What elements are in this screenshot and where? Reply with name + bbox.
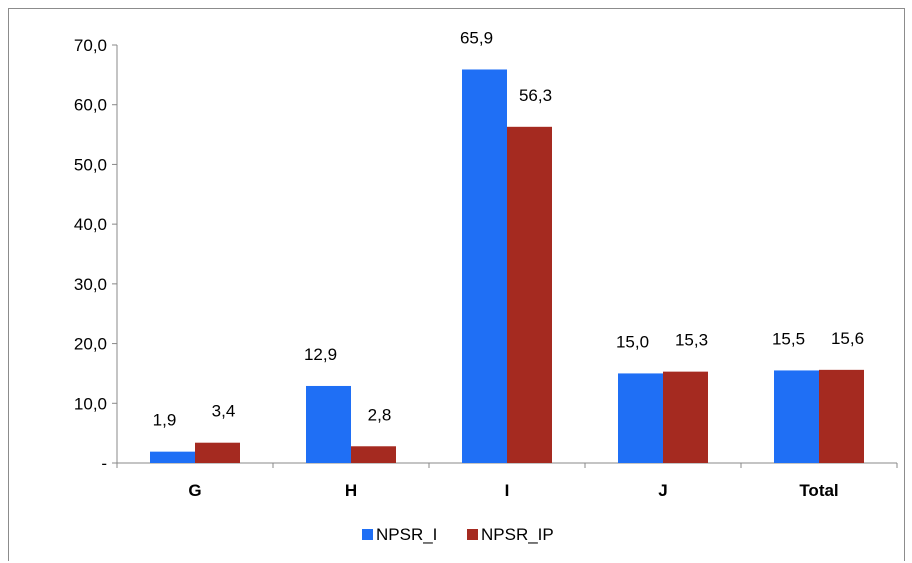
y-tick-label: - [101, 454, 107, 473]
axes: - 10,0 20,0 30,0 40,0 50,0 60,0 70,0 G H I J Total [74, 36, 898, 500]
x-tick-label: G [188, 481, 201, 500]
bars [150, 69, 864, 464]
bar [663, 371, 708, 463]
data-label: 15,5 [772, 329, 805, 348]
y-tick-label: 20,0 [74, 335, 107, 354]
legend-swatch [362, 529, 373, 540]
x-tick-label: Total [799, 481, 838, 500]
y-tick-label: 50,0 [74, 155, 107, 174]
data-label: 3,4 [212, 402, 236, 421]
y-tick-label: 10,0 [74, 394, 107, 413]
bar [150, 451, 195, 463]
data-label: 15,6 [831, 329, 864, 348]
legend-swatch [467, 529, 478, 540]
bar [774, 370, 819, 463]
y-tick-label: 30,0 [74, 275, 107, 294]
bar [195, 442, 240, 463]
bar [462, 69, 507, 464]
bar [507, 126, 552, 464]
y-tick-label: 60,0 [74, 96, 107, 115]
legend: NPSR_I NPSR_IP [362, 525, 554, 544]
legend-label: NPSR_IP [481, 525, 554, 544]
data-label: 56,3 [519, 86, 552, 105]
bar [351, 446, 396, 463]
data-label: 12,9 [304, 345, 337, 364]
legend-label: NPSR_I [376, 525, 437, 544]
data-label: 2,8 [368, 405, 392, 424]
y-tick-label: 40,0 [74, 215, 107, 234]
x-tick-label: H [345, 481, 357, 500]
y-tick-label: 70,0 [74, 36, 107, 55]
data-label: 1,9 [153, 411, 177, 430]
x-tick-label: I [505, 481, 510, 500]
data-label: 15,3 [675, 331, 708, 350]
bar [618, 373, 663, 463]
data-label: 15,0 [616, 332, 649, 351]
data-label: 65,9 [460, 28, 493, 47]
data-labels: 1,9 3,4 12,9 2,8 65,9 56,3 15,0 15,3 15,5 15,6 [153, 28, 864, 429]
bar [306, 385, 351, 463]
chart-frame [8, 8, 905, 561]
bar [819, 369, 864, 463]
x-tick-label: J [658, 481, 667, 500]
